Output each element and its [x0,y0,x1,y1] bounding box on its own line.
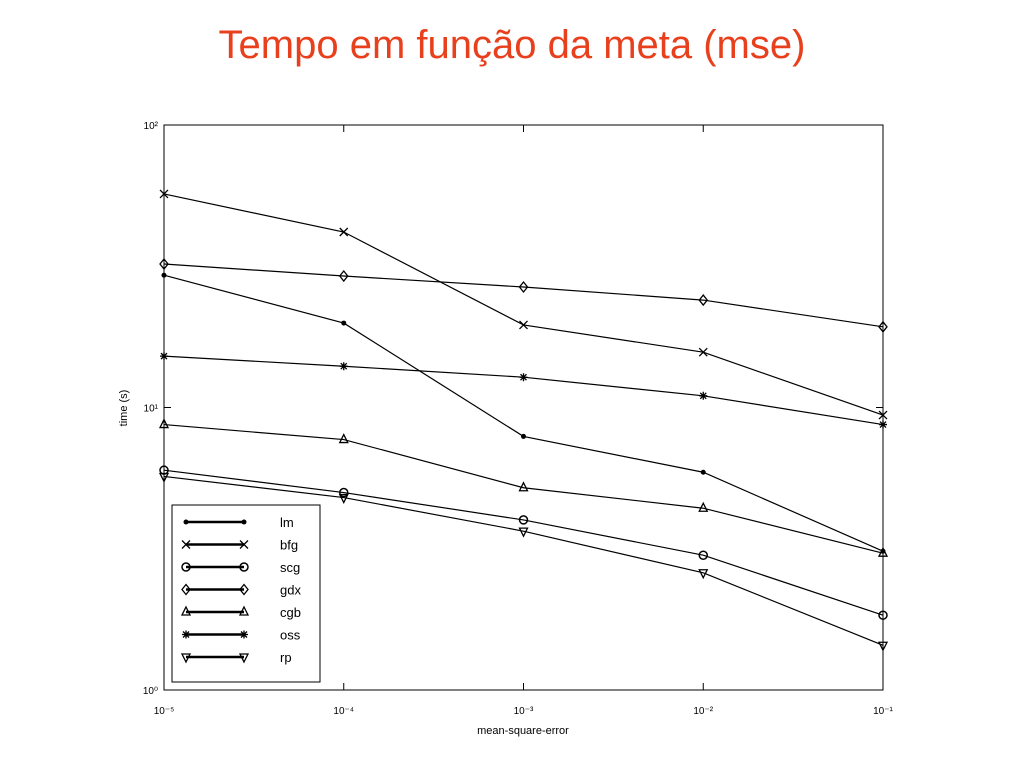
legend-marker [181,562,191,572]
marker [159,189,169,199]
marker [700,469,706,475]
marker [879,420,887,429]
marker [518,280,529,294]
legend-marker [180,605,192,616]
marker [698,294,709,307]
legend-label: scg [280,560,300,575]
legend-marker [240,630,248,639]
legend-marker [181,583,191,596]
marker [878,610,888,620]
marker [338,493,349,505]
marker [158,472,170,483]
marker [339,227,349,237]
marker [158,418,170,429]
legend-marker [182,630,190,639]
legend-label: cgb [280,605,301,620]
marker [341,320,347,326]
legend-marker [239,583,249,596]
marker [877,641,889,652]
legend-box [171,504,321,683]
x-tick-label: 10⁻³ [514,706,534,717]
marker [878,410,888,420]
marker [338,433,349,444]
x-tick-label: 10⁻² [693,706,713,717]
legend-marker [181,540,191,549]
x-tick-label: 10⁻⁵ [154,706,175,717]
legend-marker [238,653,250,664]
series-line [163,423,884,554]
series-line [163,355,884,426]
legend-label: bfg [280,538,298,553]
marker [518,515,529,525]
legend-label: oss [280,628,301,643]
y-tick-label: 10¹ [144,404,159,415]
legend-marker [239,540,249,549]
marker [338,269,349,283]
y-tick-label: 10² [144,121,159,132]
series-line [163,475,884,646]
legend-marker [238,605,250,616]
marker [519,373,528,382]
marker [339,362,348,371]
marker [698,569,709,580]
marker [698,501,709,512]
x-axis-label: mean-square-error [477,725,569,737]
x-tick-label: 10⁻¹ [873,706,893,717]
legend-label: rp [280,650,292,665]
marker [159,257,169,271]
marker [339,487,349,498]
marker [519,320,528,330]
marker [518,481,529,492]
legend-label: lm [280,515,294,530]
legend-marker [241,519,247,525]
marker [698,550,708,560]
series-line [163,263,884,328]
legend-marker [239,562,249,572]
legend-marker [183,519,189,525]
legend-label: gdx [280,583,301,598]
slide-title: Tempo em função da meta (mse) [219,23,806,67]
marker [699,391,708,400]
x-tick-label: 10⁻⁴ [333,706,354,717]
y-tick-label: 10⁰ [143,686,158,697]
marker [159,465,169,475]
marker [877,546,889,557]
marker [161,272,167,278]
marker [521,433,526,439]
legend-marker [180,653,192,664]
marker [878,320,888,333]
marker [698,347,708,357]
marker [518,527,529,538]
series-line [163,469,884,616]
y-axis-label: time (s) [118,390,130,427]
marker [160,352,168,361]
